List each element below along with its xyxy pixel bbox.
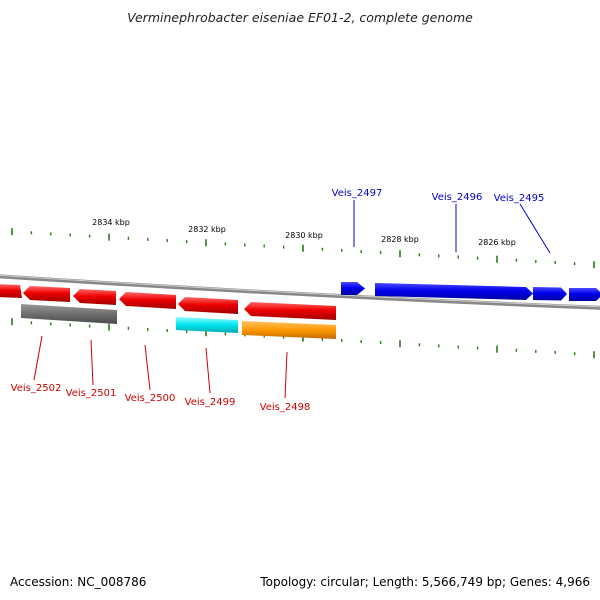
callout-line-veis-2495 <box>519 203 551 254</box>
gene-label-veis-2502[interactable]: Veis_2502 <box>11 383 62 394</box>
callout-line-veis-2501 <box>90 339 94 386</box>
callout-line-veis-2498 <box>284 351 288 399</box>
gene-label-veis-2498[interactable]: Veis_2498 <box>260 402 311 413</box>
gene-veis-2499b-arrow[interactable] <box>178 297 238 314</box>
feature-cyan-block[interactable] <box>176 317 238 333</box>
gene-veis-2498-arrow[interactable] <box>244 302 336 320</box>
scale-label-2828: 2828 kbp <box>381 235 419 244</box>
scale-ticks-lower <box>11 318 595 359</box>
gene-veis-2495-arrow[interactable] <box>533 287 567 301</box>
scale-label-2832: 2832 kbp <box>188 225 226 234</box>
gene-label-veis-2497[interactable]: Veis_2497 <box>332 188 383 199</box>
scale-label-2830: 2830 kbp <box>285 231 323 240</box>
callout-line-veis-2502 <box>33 335 43 381</box>
scale-label-2826: 2826 kbp <box>478 238 516 247</box>
gene-veis-2500-arrow[interactable] <box>73 289 116 305</box>
gene-label-veis-2500[interactable]: Veis_2500 <box>125 393 176 404</box>
gene-label-veis-2496[interactable]: Veis_2496 <box>432 192 483 203</box>
gene-label-veis-2501[interactable]: Veis_2501 <box>66 388 117 399</box>
gene-veis-2501-arrow[interactable] <box>23 286 70 302</box>
topology-summary-text: Topology: circular; Length: 5,566,749 bp… <box>259 575 590 589</box>
callout-line-veis-2499 <box>205 347 211 394</box>
feature-orange-block[interactable] <box>242 321 336 339</box>
gene-veis-2502-arrow[interactable] <box>0 284 22 298</box>
callout-line-veis-2500 <box>144 344 151 391</box>
gene-veis-2496-arrow[interactable] <box>375 283 533 300</box>
feature-grey-block[interactable] <box>21 304 117 324</box>
gene-partial-arrow[interactable] <box>569 288 600 301</box>
gene-veis-2499-arrow[interactable] <box>119 292 176 309</box>
scale-ticks-upper <box>11 228 595 269</box>
gene-label-veis-2495[interactable]: Veis_2495 <box>494 193 545 204</box>
scale-label-2834: 2834 kbp <box>92 218 130 227</box>
gene-label-veis-2499[interactable]: Veis_2499 <box>185 397 236 408</box>
map-title: Verminephrobacter eiseniae EF01-2, compl… <box>127 10 473 25</box>
gene-veis-2497-arrow[interactable] <box>341 282 365 295</box>
genome-backbone <box>0 274 600 310</box>
accession-text: Accession: NC_008786 <box>10 575 146 589</box>
